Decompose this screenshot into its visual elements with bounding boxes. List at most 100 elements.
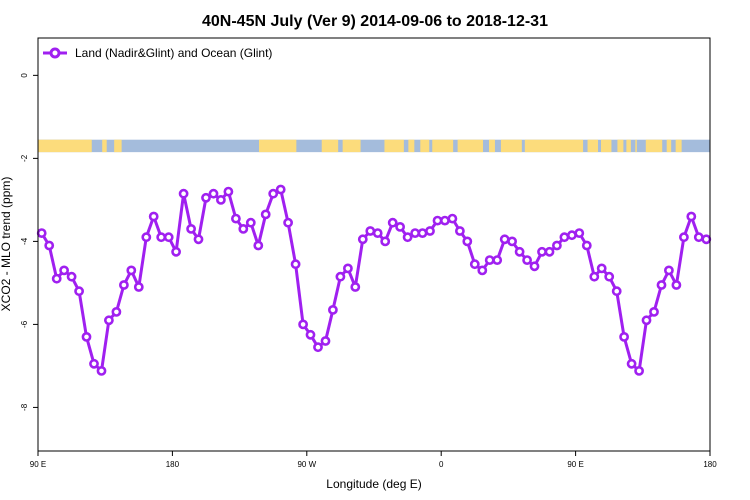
land-segment (420, 139, 430, 153)
y-tick-label: -4 (20, 237, 29, 245)
data-point (81, 331, 92, 342)
data-point (275, 184, 286, 195)
y-axis-ticks: 0 -2 -4 -6 -8 (20, 73, 38, 411)
data-point (439, 215, 450, 226)
data-point (260, 209, 271, 220)
data-point (477, 265, 488, 276)
data-point (544, 246, 555, 257)
x-tick-label: 0 (439, 460, 444, 469)
data-point (641, 315, 652, 326)
data-point (193, 234, 204, 245)
y-tick-label: -2 (20, 154, 29, 162)
data-point (664, 265, 674, 276)
data-point (357, 234, 368, 245)
data-point (447, 213, 458, 224)
data-point (417, 228, 428, 238)
land-segment (488, 139, 495, 153)
data-series (36, 184, 712, 376)
data-point (186, 223, 196, 234)
data-point (245, 217, 256, 228)
y-axis-label: XCO2 - MLO trend (ppm) (0, 177, 13, 312)
data-point (51, 273, 62, 284)
x-tick-label: 180 (166, 460, 180, 469)
land-ocean-band (38, 139, 710, 153)
land-segment (500, 139, 522, 153)
data-point (574, 228, 585, 238)
y-tick-label: -6 (20, 320, 29, 328)
data-point (619, 331, 629, 342)
legend-swatch-marker (49, 47, 61, 59)
land-segment (102, 139, 107, 153)
land-segment (666, 139, 672, 153)
land-segment (626, 139, 631, 153)
data-point (507, 236, 517, 247)
land-segment (600, 139, 612, 153)
data-point (484, 255, 495, 265)
data-point (104, 315, 114, 326)
data-point (178, 188, 189, 199)
data-point (552, 240, 562, 251)
data-point (268, 188, 279, 199)
x-axis-label: Longitude (deg E) (326, 477, 421, 491)
data-point (372, 228, 383, 238)
data-point (350, 282, 361, 292)
data-point (44, 240, 55, 251)
data-point (462, 236, 473, 247)
data-point (626, 358, 637, 369)
land-segment (432, 139, 454, 153)
data-point (298, 319, 308, 330)
data-point (119, 280, 129, 290)
data-point (679, 232, 689, 243)
data-point (596, 263, 607, 274)
data-point (141, 232, 152, 243)
data-point (387, 217, 398, 228)
data-point (215, 194, 226, 205)
land-segment (384, 139, 404, 153)
data-point (89, 358, 99, 369)
land-segment (635, 139, 637, 153)
data-point (380, 236, 391, 247)
x-tick-label: 90 W (297, 460, 316, 469)
x-axis-ticks: 90 E 180 90 W 0 90 E 180 (30, 451, 717, 469)
data-point (342, 263, 353, 274)
data-point (171, 246, 181, 257)
y-tick-label: -8 (20, 403, 29, 411)
data-point (604, 271, 615, 282)
data-point (223, 186, 234, 197)
land-segment (114, 139, 122, 153)
data-point (59, 265, 69, 276)
data-point (111, 306, 122, 317)
data-point (253, 240, 264, 251)
land-segment (675, 139, 682, 153)
land-segment (408, 139, 415, 153)
land-segment (457, 139, 484, 153)
land-segment (38, 139, 92, 153)
data-point (559, 232, 570, 243)
data-point (230, 213, 241, 224)
data-point (327, 304, 338, 315)
data-point (238, 223, 249, 234)
data-point (514, 246, 525, 257)
data-point (611, 286, 622, 297)
land-segment (617, 139, 624, 153)
data-point (686, 211, 697, 222)
data-point (156, 232, 167, 243)
land-segment (524, 139, 584, 153)
land-segment (587, 139, 598, 153)
legend: Land (Nadir&Glint) and Ocean (Glint) (43, 46, 272, 60)
data-point (693, 232, 704, 243)
data-point (656, 280, 667, 290)
land-segment (259, 139, 297, 153)
data-point (126, 265, 137, 276)
data-point (395, 221, 405, 232)
data-point (335, 271, 346, 282)
data-point (283, 217, 293, 228)
x-tick-label: 180 (703, 460, 717, 469)
land-segment (645, 139, 663, 153)
data-point (425, 226, 435, 236)
data-point (290, 259, 301, 270)
data-point (148, 211, 159, 222)
data-point (208, 188, 219, 199)
legend-label: Land (Nadir&Glint) and Ocean (Glint) (75, 46, 272, 60)
data-point (581, 240, 592, 251)
